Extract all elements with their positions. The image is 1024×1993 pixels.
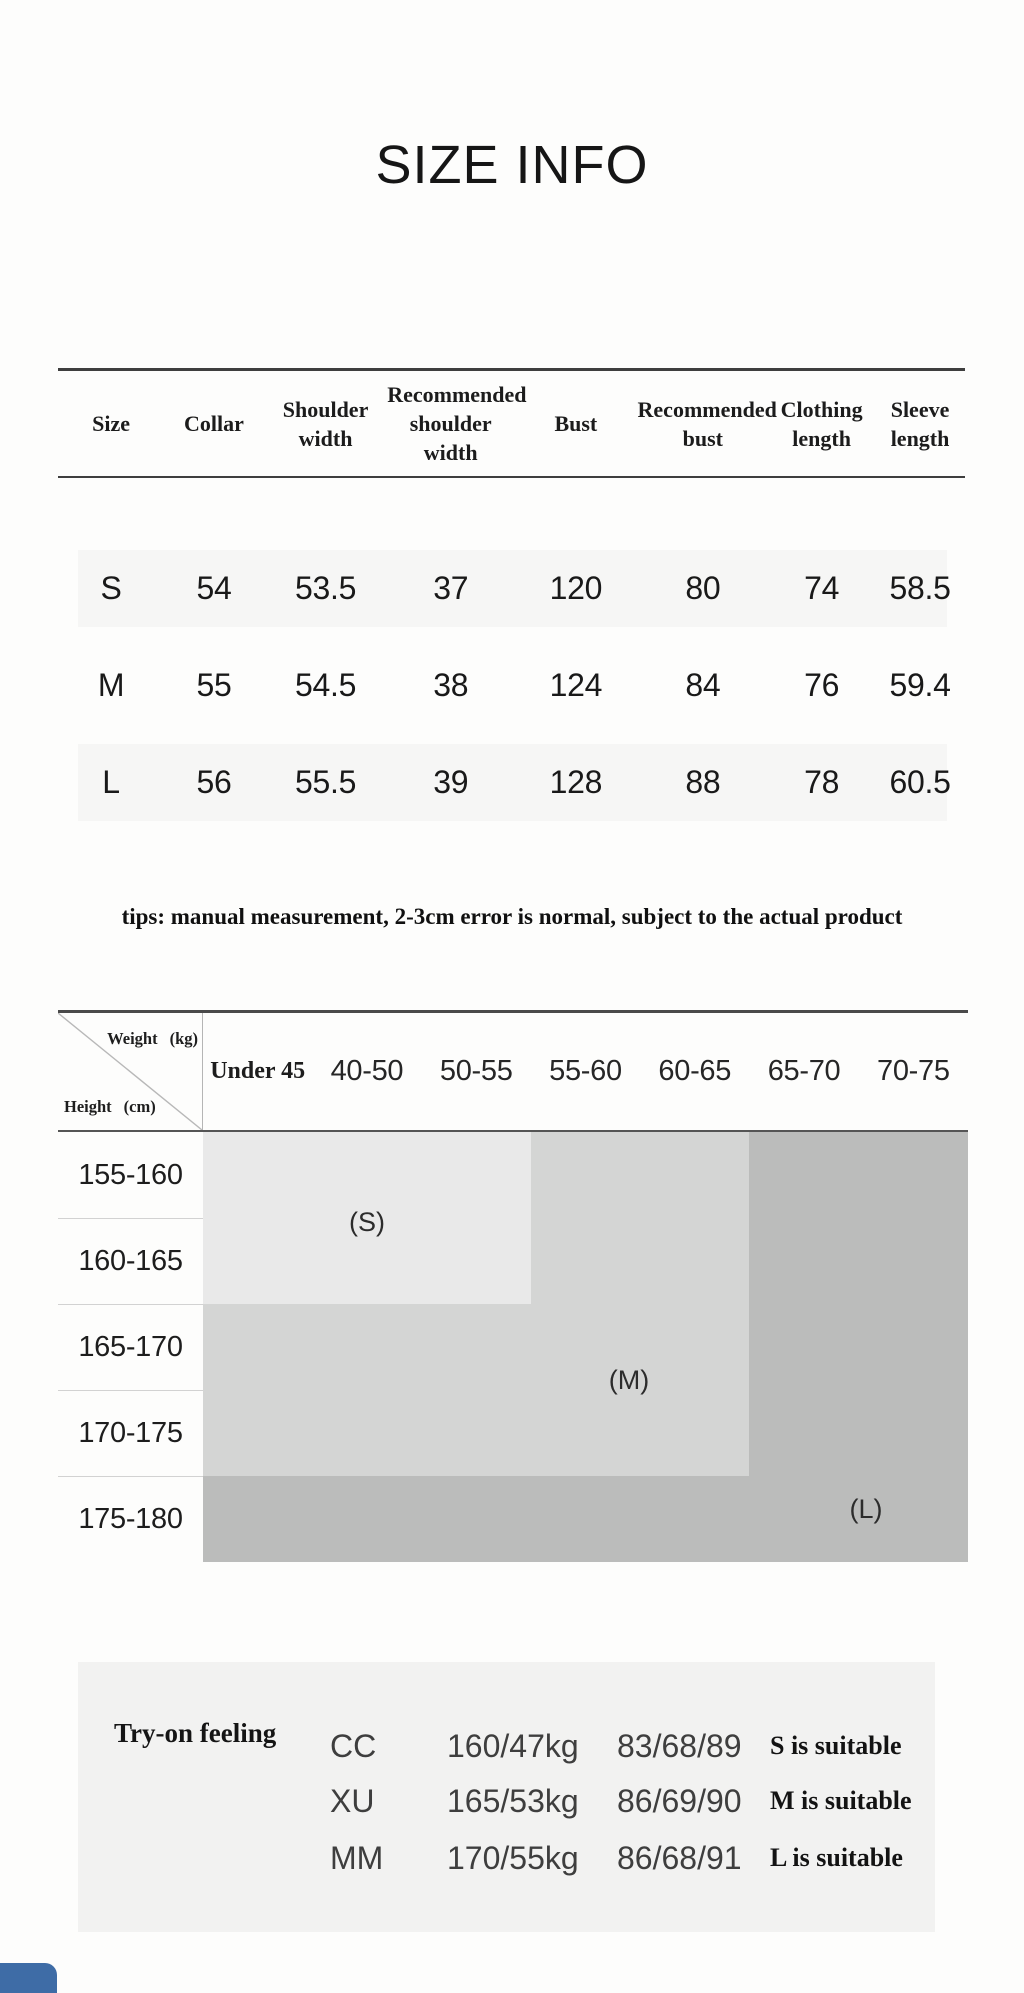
size-table-header-sleeve-length: Sleeve length xyxy=(890,396,950,451)
size-table-header-clothing-length: Clothing length xyxy=(780,396,863,451)
cell-bust: 120 xyxy=(549,570,603,606)
fit-matrix-body: 155-160 160-165 165-170 170-175 175-180 … xyxy=(58,1132,968,1562)
height-row-labels: 155-160 160-165 165-170 170-175 175-180 xyxy=(58,1132,203,1562)
cell-collar: 55 xyxy=(196,667,232,703)
weight-axis-label: Weight (kg) xyxy=(107,1029,198,1049)
size-table-body: S 54 53.5 37 120 80 74 58.5 M 55 54.5 38… xyxy=(58,478,965,831)
weight-column-under-45: Under 45 xyxy=(210,1058,306,1084)
model-name: MM xyxy=(330,1840,384,1876)
model-height-weight: 170/55kg xyxy=(447,1840,579,1876)
height-row-170-175: 170-175 xyxy=(58,1390,203,1476)
size-region-label-s: (S) xyxy=(349,1206,385,1237)
weight-column-65-70: 65-70 xyxy=(767,1055,841,1087)
cell-bust: 128 xyxy=(549,764,603,800)
size-region-label-m: (M) xyxy=(608,1364,650,1395)
size-table-header-bust: Bust xyxy=(554,411,598,436)
fit-matrix: Weight (kg) Height (cm) Under 45 40-50 50-… xyxy=(58,1010,968,1562)
height-axis-unit: (cm) xyxy=(123,1097,156,1116)
model-measurements: 86/69/90 xyxy=(617,1783,742,1819)
size-table-header-shoulder-width: Shoulder width xyxy=(282,396,369,451)
try-on-row-mm: MM 170/55kg 86/68/91 L is suitable xyxy=(78,1840,935,1876)
cell-recommended-shoulder-width: 37 xyxy=(433,570,469,606)
cell-recommended-bust: 88 xyxy=(685,764,721,800)
cell-size: S xyxy=(100,570,122,606)
cell-shoulder-width: 55.5 xyxy=(295,764,357,800)
weight-column-50-55: 50-55 xyxy=(439,1055,513,1087)
weight-column-40-50: 40-50 xyxy=(330,1055,404,1087)
height-row-155-160: 155-160 xyxy=(78,1158,183,1191)
cell-size: M xyxy=(97,667,125,703)
size-verdict: S is suitable xyxy=(770,1731,902,1760)
try-on-row-cc: CC 160/47kg 83/68/89 S is suitable xyxy=(78,1728,935,1764)
height-axis-word: Height xyxy=(64,1097,112,1116)
weight-axis-word: Weight xyxy=(107,1029,158,1048)
weight-axis-unit: (kg) xyxy=(169,1029,198,1048)
cell-recommended-bust: 84 xyxy=(685,667,721,703)
cell-recommended-shoulder-width: 38 xyxy=(433,667,469,703)
cell-shoulder-width: 54.5 xyxy=(295,667,357,703)
model-measurements: 86/68/91 xyxy=(617,1840,742,1876)
model-name: CC xyxy=(330,1728,377,1764)
row-stripe xyxy=(78,550,947,627)
try-on-panel: Try-on feeling CC 160/47kg 83/68/89 S is… xyxy=(78,1662,935,1932)
weight-column-60-65: 60-65 xyxy=(658,1055,732,1087)
page-title: SIZE INFO xyxy=(375,135,649,195)
cell-bust: 124 xyxy=(549,667,603,703)
size-table: Size Collar Shoulder width Recommended s… xyxy=(58,368,965,831)
height-row-175-180: 175-180 xyxy=(58,1476,203,1562)
try-on-row-xu: XU 165/53kg 86/69/90 M is suitable xyxy=(78,1783,935,1819)
size-table-row-m: M 55 54.5 38 124 84 76 59.4 xyxy=(58,637,965,734)
cell-size: L xyxy=(102,764,120,800)
diagonal-divider-line xyxy=(58,1013,202,1130)
size-table-row-l: L 56 55.5 39 128 88 78 60.5 xyxy=(58,734,965,831)
cell-recommended-bust: 80 xyxy=(685,570,721,606)
height-axis-label: Height (cm) xyxy=(64,1097,156,1117)
cell-recommended-shoulder-width: 39 xyxy=(433,764,469,800)
size-table-header-recommended-bust: Recommended bust xyxy=(637,396,777,451)
size-table-header-row: Size Collar Shoulder width Recommended s… xyxy=(58,368,965,478)
cell-sleeve-length: 60.5 xyxy=(889,764,951,800)
cell-clothing-length: 78 xyxy=(804,764,840,800)
fit-matrix-header-row: Weight (kg) Height (cm) Under 45 40-50 50-… xyxy=(58,1010,968,1132)
height-row-165-170: 165-170 xyxy=(58,1304,203,1390)
cell-sleeve-length: 59.4 xyxy=(889,667,951,703)
model-height-weight: 165/53kg xyxy=(447,1783,579,1819)
try-on-title: Try-on feeling xyxy=(114,1718,277,1748)
height-row-160-165: 160-165 xyxy=(58,1218,203,1304)
size-verdict: L is suitable xyxy=(770,1843,903,1872)
bottom-accent-chip xyxy=(0,1963,57,1993)
cell-clothing-length: 74 xyxy=(804,570,840,606)
size-table-header-size: Size xyxy=(92,411,130,436)
size-table-row-s: S 54 53.5 37 120 80 74 58.5 xyxy=(58,540,965,637)
size-region-label-l: (L) xyxy=(849,1493,883,1524)
model-measurements: 83/68/89 xyxy=(617,1728,742,1764)
model-height-weight: 160/47kg xyxy=(447,1728,579,1764)
weight-column-70-75: 70-75 xyxy=(876,1055,950,1087)
size-table-header-recommended-shoulder-width: Recommended shoulder width xyxy=(387,382,527,465)
row-stripe xyxy=(78,744,947,821)
size-verdict: M is suitable xyxy=(770,1786,912,1815)
cell-clothing-length: 76 xyxy=(804,667,840,703)
cell-collar: 54 xyxy=(196,570,232,606)
axis-corner-cell: Weight (kg) Height (cm) xyxy=(58,1013,203,1130)
measurement-tips: tips: manual measurement, 2-3cm error is… xyxy=(121,904,903,929)
weight-column-55-60: 55-60 xyxy=(549,1055,622,1087)
cell-sleeve-length: 58.5 xyxy=(889,570,951,606)
size-region-s xyxy=(203,1132,531,1304)
size-table-header-collar: Collar xyxy=(184,411,244,436)
cell-collar: 56 xyxy=(196,764,232,800)
cell-shoulder-width: 53.5 xyxy=(295,570,357,606)
model-name: XU xyxy=(330,1783,375,1819)
